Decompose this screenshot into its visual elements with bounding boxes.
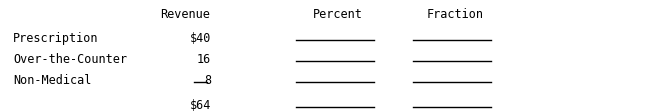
Text: 16: 16 [197,52,211,65]
Text: Prescription: Prescription [13,31,99,44]
Text: Non-Medical: Non-Medical [13,73,92,86]
Text: Percent: Percent [313,8,363,21]
Text: Revenue: Revenue [161,8,210,21]
Text: Over-the-Counter: Over-the-Counter [13,52,127,65]
Text: Fraction: Fraction [426,8,484,21]
Text: 8: 8 [204,73,211,86]
Text: $40: $40 [190,31,211,44]
Text: $64: $64 [190,99,211,111]
